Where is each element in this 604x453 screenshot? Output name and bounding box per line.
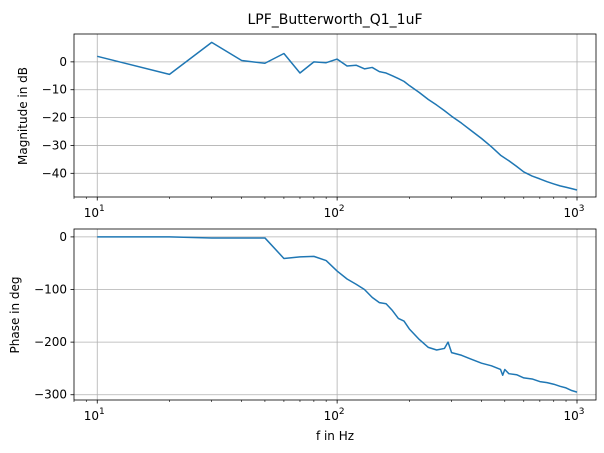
magnitude-x-tick-label: 101 xyxy=(84,204,105,220)
phase-axes-frame xyxy=(73,228,597,401)
phase-y-axis-label: Phase in deg xyxy=(8,276,22,353)
magnitude-y-tick-label: −40 xyxy=(42,166,67,180)
magnitude-series-line xyxy=(97,41,578,191)
magnitude-y-tick-label: −10 xyxy=(42,83,67,97)
magnitude-y-tick-label: −20 xyxy=(42,111,67,125)
phase-plot: Phase in deg f in Hz 101 102 103 0 −100 −200 −… xyxy=(8,228,597,443)
phase-y-tick-label: −200 xyxy=(34,335,67,349)
phase-x-tick-label: 103 xyxy=(563,407,584,423)
phase-x-tick-label: 102 xyxy=(324,407,345,423)
frequency-x-axis-label: f in Hz xyxy=(316,429,354,443)
phase-x-tick-label: 101 xyxy=(84,407,105,423)
magnitude-x-tick-label: 102 xyxy=(324,204,345,220)
magnitude-axes-frame xyxy=(73,33,597,198)
phase-y-tick-label: −300 xyxy=(34,388,67,402)
magnitude-plot: LPF_Butterworth_Q1_1uF Magnitude in dB 1… xyxy=(16,12,597,220)
magnitude-y-tick-label: −30 xyxy=(42,138,67,152)
phase-y-tick-label: −100 xyxy=(34,283,67,297)
magnitude-y-axis-label: Magnitude in dB xyxy=(16,67,30,165)
magnitude-x-tick-label: 103 xyxy=(563,204,584,220)
phase-series-line xyxy=(97,236,578,393)
chart-title: LPF_Butterworth_Q1_1uF xyxy=(247,12,422,28)
magnitude-y-tick-label: 0 xyxy=(59,55,67,69)
phase-y-tick-label: 0 xyxy=(59,230,67,244)
